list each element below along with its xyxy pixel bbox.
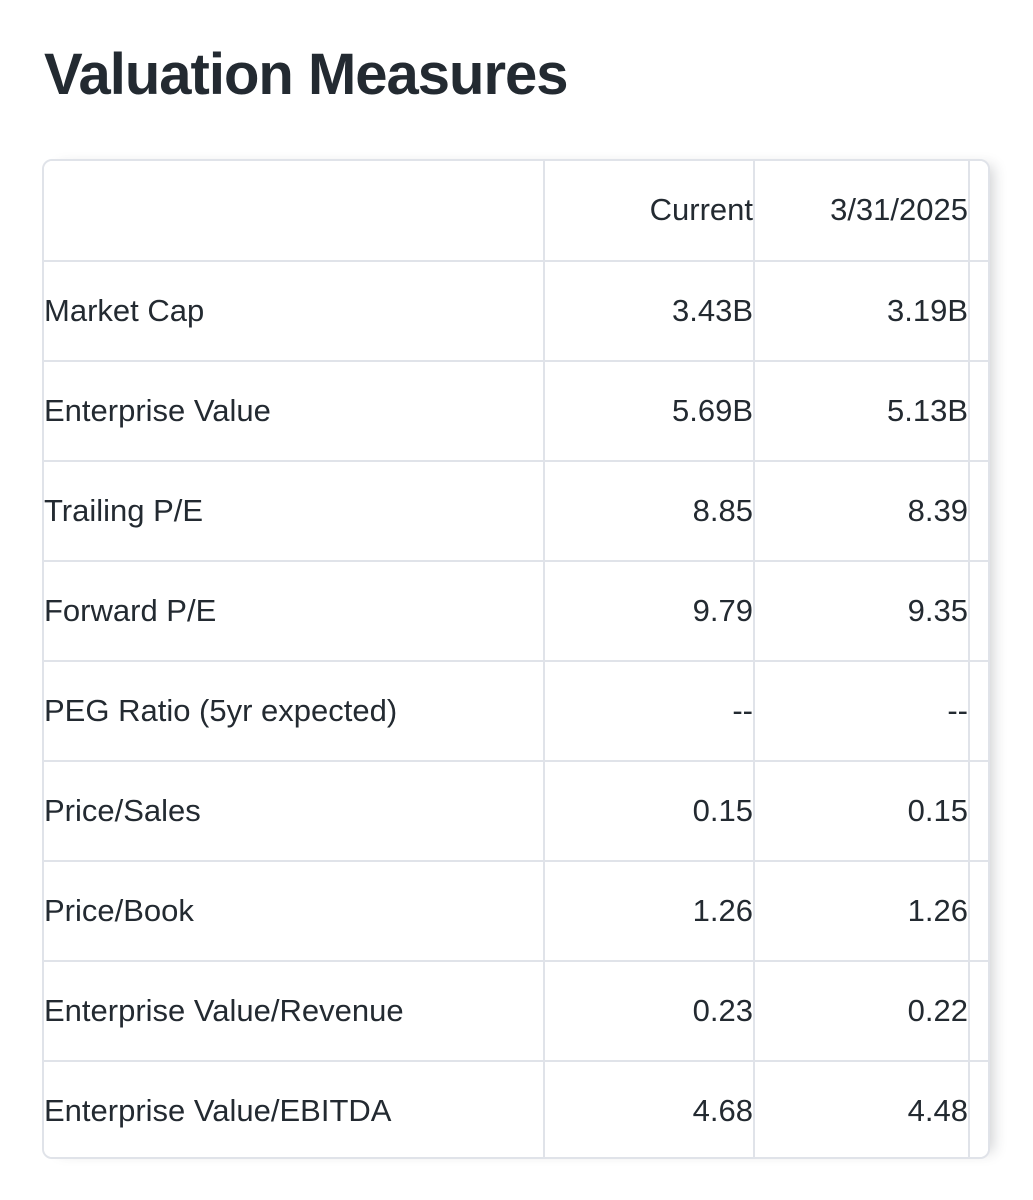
column-header-current: Current [543,160,754,261]
row-value-clipped [968,1059,988,1157]
table-row: Forward P/E 9.79 9.35 [44,559,988,661]
row-value-prior: 3.19B [753,259,969,361]
row-value-prior: 0.22 [753,959,969,1061]
row-label: Enterprise Value/Revenue [44,959,544,1061]
row-label: Forward P/E [44,559,544,661]
row-value-prior: 0.15 [753,759,969,861]
table-row: Price/Book 1.26 1.26 [44,859,988,961]
row-label: Enterprise Value/EBITDA [44,1059,544,1157]
table-row: PEG Ratio (5yr expected) -- -- [44,659,988,761]
row-value-clipped [968,959,988,1061]
column-header-date: 3/31/2025 [753,160,969,261]
row-value-current: 9.79 [543,559,754,661]
row-value-current: 3.43B [543,259,754,361]
row-value-prior: -- [753,659,969,761]
row-value-clipped [968,559,988,661]
row-value-prior: 1.26 [753,859,969,961]
row-label: Price/Book [44,859,544,961]
valuation-table-scroll-area[interactable]: Current 3/31/2025 Market Cap 3.43B 3.19B En… [42,158,990,1159]
row-value-current: -- [543,659,754,761]
row-value-current: 1.26 [543,859,754,961]
table-row: Enterprise Value/EBITDA 4.68 4.48 [44,1059,988,1157]
row-value-prior: 5.13B [753,359,969,461]
row-value-current: 4.68 [543,1059,754,1157]
table-row: Enterprise Value/Revenue 0.23 0.22 [44,959,988,1061]
row-value-prior: 9.35 [753,559,969,661]
valuation-table: Current 3/31/2025 Market Cap 3.43B 3.19B En… [44,160,988,1157]
row-label: Enterprise Value [44,359,544,461]
column-header-clipped [968,160,988,261]
row-value-clipped [968,459,988,561]
row-value-prior: 4.48 [753,1059,969,1157]
row-label: Price/Sales [44,759,544,861]
page-title: Valuation Measures [44,42,569,107]
row-value-current: 0.23 [543,959,754,1061]
row-value-prior: 8.39 [753,459,969,561]
table-row: Trailing P/E 8.85 8.39 [44,459,988,561]
table-header-row: Current 3/31/2025 [44,160,988,261]
table-row: Price/Sales 0.15 0.15 [44,759,988,861]
row-value-current: 0.15 [543,759,754,861]
row-value-clipped [968,859,988,961]
row-value-current: 5.69B [543,359,754,461]
row-label: PEG Ratio (5yr expected) [44,659,544,761]
row-value-clipped [968,359,988,461]
row-value-clipped [968,259,988,361]
table-row: Enterprise Value 5.69B 5.13B [44,359,988,461]
row-value-clipped [968,759,988,861]
row-value-current: 8.85 [543,459,754,561]
row-value-clipped [968,659,988,761]
row-label: Trailing P/E [44,459,544,561]
table-row: Market Cap 3.43B 3.19B [44,259,988,361]
column-header-blank [44,160,544,261]
row-label: Market Cap [44,259,544,361]
